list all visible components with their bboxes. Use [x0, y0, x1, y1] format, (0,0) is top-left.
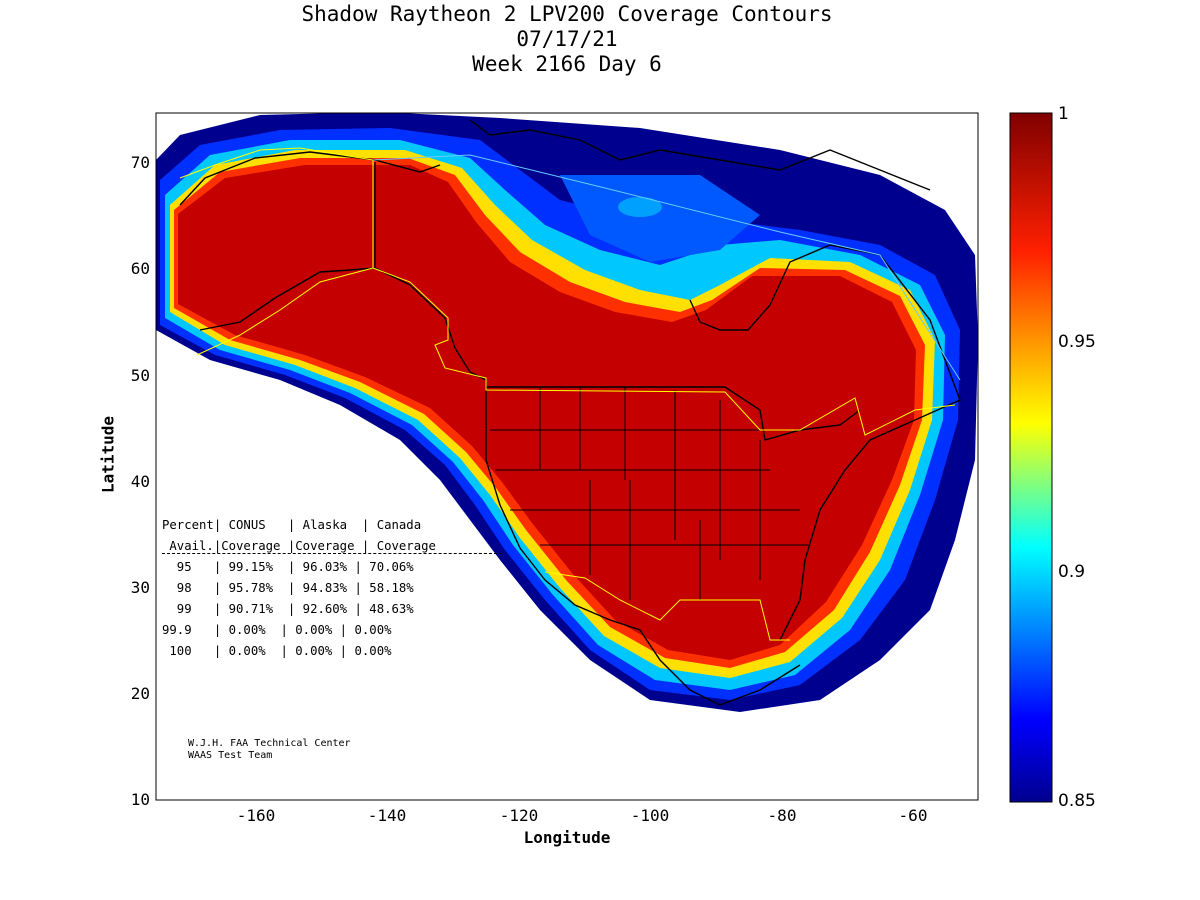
- service-boundary: [179, 147, 961, 641]
- colorbar-tick-090: 0.9: [1058, 562, 1086, 582]
- coverage-table-header1: Percent| CONUS | Alaska | Canada: [162, 518, 422, 532]
- x-tick-m120: -120: [499, 806, 539, 825]
- y-tick-40: 40: [130, 472, 150, 491]
- coverage-table-row: 95 | 99.15% | 96.03% | 70.06%: [162, 560, 414, 574]
- chart-week: Week 2166 Day 6: [472, 52, 662, 76]
- x-tick-m100: -100: [630, 806, 670, 825]
- colorbar-tick-095: 0.95: [1058, 332, 1096, 352]
- colorbar: [1009, 112, 1053, 803]
- y-tick-20: 20: [130, 684, 150, 703]
- plot-frame: [155, 112, 979, 801]
- contour-hole: [560, 175, 760, 262]
- coverage-contours: [156, 113, 978, 712]
- y-tick-30: 30: [130, 578, 150, 597]
- coverage-table-row: 98 | 95.78% | 94.83% | 58.18%: [162, 581, 414, 595]
- state-borders: [490, 387, 810, 600]
- y-tick-10: 10: [130, 790, 150, 809]
- coverage-table-header2: Avail.|Coverage |Coverage | Coverage: [162, 539, 502, 554]
- coverage-table-row: 99 | 90.71% | 92.60% | 48.63%: [162, 602, 414, 616]
- x-tick-m80: -80: [767, 806, 797, 825]
- coverage-table-row: 100 | 0.00% | 0.00% | 0.00%: [162, 644, 392, 658]
- y-tick-50: 50: [130, 366, 150, 385]
- chart-title: Shadow Raytheon 2 LPV200 Coverage Contou…: [301, 2, 833, 26]
- x-tick-m160: -160: [236, 806, 276, 825]
- coverage-table-row: 99.9 | 0.00% | 0.00% | 0.00%: [162, 623, 392, 637]
- x-tick-m140: -140: [367, 806, 407, 825]
- colorbar-tick-085: 0.85: [1058, 791, 1096, 811]
- contour-100: [178, 165, 916, 660]
- y-tick-70: 70: [130, 153, 150, 172]
- x-tick-m60: -60: [898, 806, 928, 825]
- y-axis-label: Latitude: [98, 415, 118, 494]
- credit-line2: WAAS Test Team: [188, 750, 273, 761]
- x-axis-label: Longitude: [523, 828, 611, 847]
- colorbar-tick-1: 1: [1058, 104, 1069, 124]
- coastlines: [179, 119, 961, 706]
- y-tick-60: 60: [130, 259, 150, 278]
- chart-date: 07/17/21: [516, 27, 618, 51]
- credit-line1: W.J.H. FAA Technical Center: [188, 738, 351, 749]
